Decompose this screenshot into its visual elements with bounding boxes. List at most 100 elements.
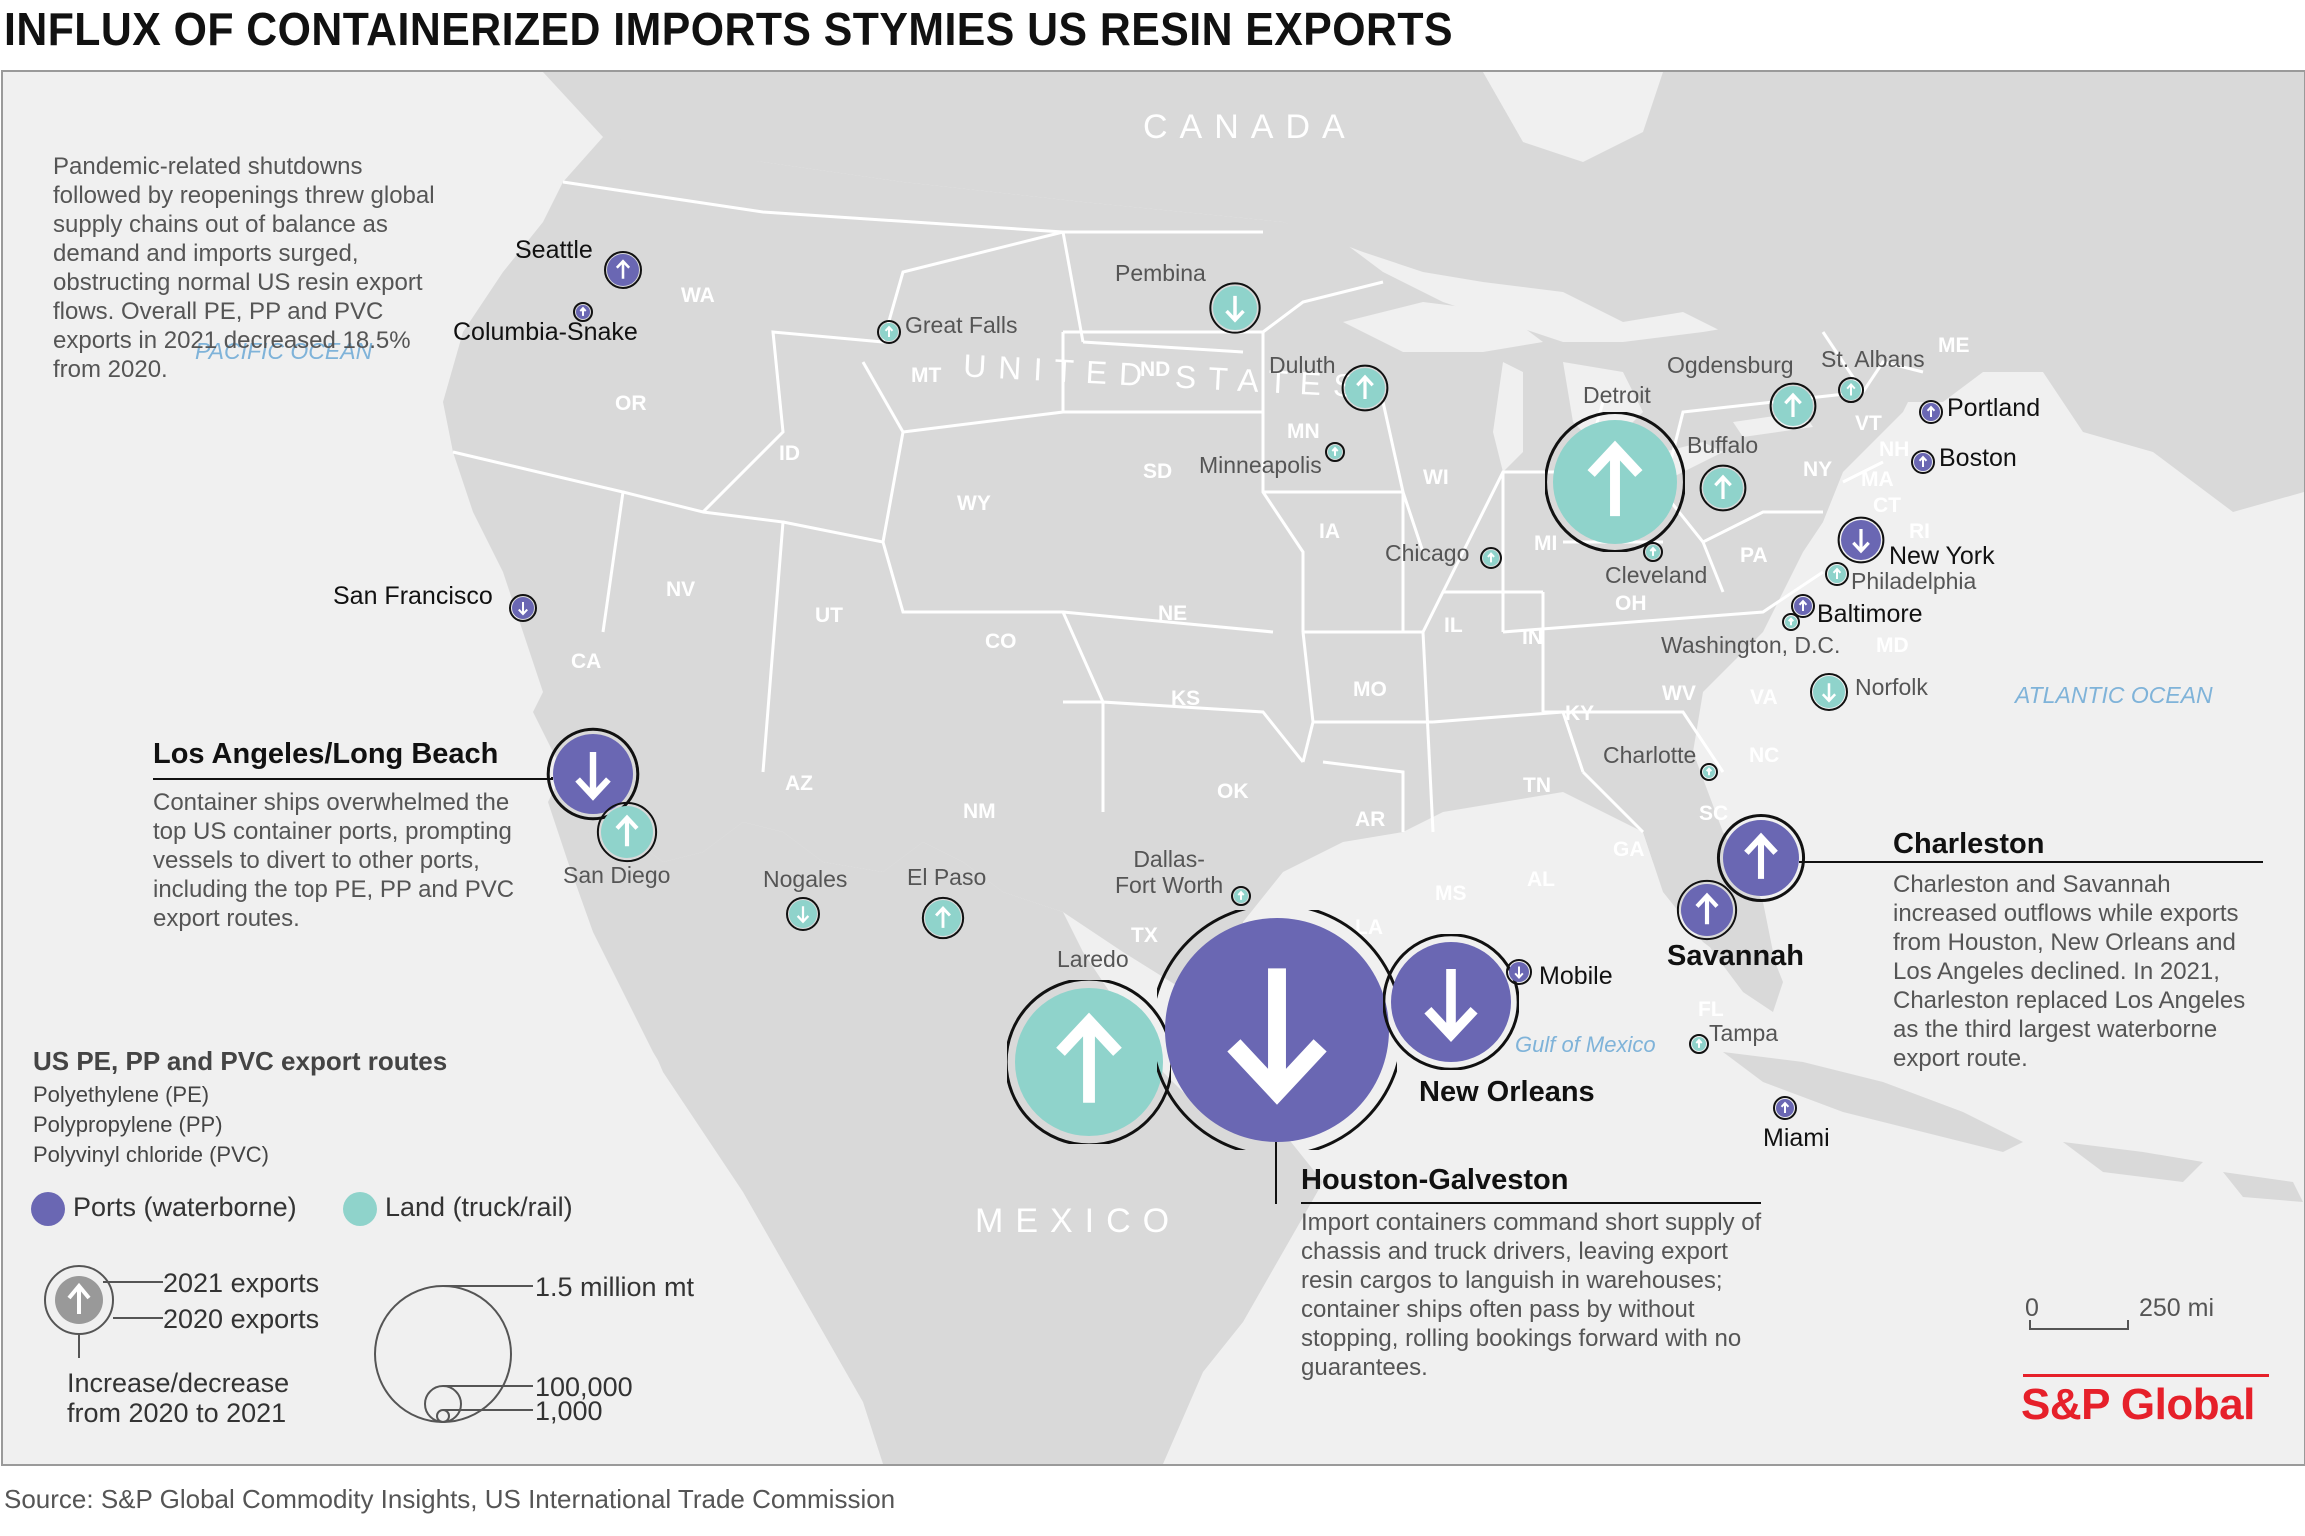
legend-land-swatch <box>343 1192 377 1226</box>
route-label-seattle: Seattle <box>515 236 593 264</box>
arrow-down-icon <box>1821 683 1837 703</box>
state-label-in: IN <box>1522 626 1543 649</box>
arrow-down-icon <box>1514 966 1524 979</box>
arrow-up-icon <box>1926 405 1936 417</box>
state-label-or: OR <box>615 392 647 415</box>
arrow-down-icon <box>518 601 528 616</box>
route-marker-philadelphia <box>1825 562 1849 586</box>
callout-connectors <box>551 777 553 779</box>
route-marker-detroit <box>1545 412 1685 552</box>
chart-title: INFLUX OF CONTAINERIZED IMPORTS STYMIES … <box>4 3 1453 55</box>
route-label-cleveland: Cleveland <box>1605 562 1708 588</box>
state-label-mi: MI <box>1534 532 1558 555</box>
arrow-up-icon <box>1695 892 1719 925</box>
scale-bar <box>2029 1328 2129 1330</box>
state-label-fl: FL <box>1698 998 1724 1021</box>
route-label-portland: Portland <box>1947 394 2041 422</box>
route-label-st-albans: St. Albans <box>1821 346 1925 372</box>
route-marker-san-francisco <box>509 594 537 622</box>
route-marker-boston <box>1911 450 1935 474</box>
route-marker-laredo <box>1007 980 1171 1144</box>
legend-title: US PE, PP and PVC export routes <box>33 1046 448 1076</box>
arrow-up-icon <box>1331 446 1339 456</box>
legend-port-swatch <box>31 1192 65 1226</box>
state-label-me: ME <box>1938 334 1970 357</box>
state-label-nv: NV <box>666 578 696 601</box>
caribbean-islands <box>2063 1142 2203 1182</box>
route-marker-buffalo <box>1699 464 1747 512</box>
arrow-up-icon <box>615 259 631 279</box>
route-marker-chicago <box>1480 547 1502 569</box>
arrow-up-icon <box>935 905 951 928</box>
arrow-up-icon <box>884 325 894 337</box>
route-label-san-diego: San Diego <box>563 862 671 888</box>
arrow-up-icon <box>1714 474 1732 499</box>
state-label-mn: MN <box>1287 420 1320 443</box>
arrow-up-icon <box>615 814 639 847</box>
houston-callout-title: Houston-Galveston <box>1301 1164 1569 1196</box>
arrow-up-icon <box>1780 1101 1790 1113</box>
arrow-up-icon <box>1649 546 1657 556</box>
arrow-up-icon <box>1237 890 1245 900</box>
route-marker-houston-galveston <box>1157 910 1397 1150</box>
arrow-down-icon <box>1225 295 1245 323</box>
legend-size-small: 1,000 <box>535 1396 603 1426</box>
arrow-down-icon <box>575 752 611 801</box>
legend-2021-exports: 2021 exports <box>163 1268 320 1298</box>
arrow-down-icon <box>1424 969 1478 1043</box>
state-label-tn: TN <box>1523 774 1551 797</box>
legend-size-key <box>374 1285 533 1423</box>
route-label-nogales: Nogales <box>763 866 848 892</box>
state-label-ks: KS <box>1171 687 1201 710</box>
arrow-up-icon <box>1695 1038 1703 1048</box>
state-label-ri: RI <box>1909 520 1930 543</box>
arrow-down-icon <box>1852 529 1870 554</box>
state-label-sc: SC <box>1699 802 1729 825</box>
arrow-up-icon <box>1744 832 1778 879</box>
legend-symbol-key <box>44 1265 163 1358</box>
route-label-boston: Boston <box>1939 444 2017 472</box>
route-marker-minneapolis <box>1325 442 1345 462</box>
state-label-ms: MS <box>1435 882 1467 905</box>
arrow-up-icon <box>1787 617 1795 626</box>
route-marker-great-falls <box>877 320 901 344</box>
mexico-label: MEXICO <box>975 1202 1182 1240</box>
state-label-mo: MO <box>1353 678 1387 701</box>
la-callout-title: Los Angeles/Long Beach <box>153 738 499 770</box>
state-label-ny: NY <box>1803 458 1833 481</box>
route-marker-charlotte <box>1700 763 1718 781</box>
state-label-ia: IA <box>1319 520 1340 543</box>
route-label-savannah: Savannah <box>1667 940 1804 972</box>
cuba <box>1723 1052 2023 1152</box>
state-label-oh: OH <box>1615 592 1647 615</box>
arrow-up-icon <box>1832 567 1842 579</box>
route-marker-washington-d-c- <box>1782 613 1800 631</box>
arrow-up-icon <box>1056 1012 1122 1103</box>
state-label-ut: UT <box>815 604 843 627</box>
canada-label: CANADA <box>1143 108 1357 146</box>
route-marker-seattle <box>604 251 642 289</box>
route-label-el-paso: El Paso <box>907 864 987 890</box>
route-label-mobile: Mobile <box>1539 962 1613 990</box>
intro-text: Pandemic-related shutdowns followed by r… <box>53 153 435 383</box>
gulf-of-mexico-label: Gulf of Mexico <box>1515 1032 1656 1057</box>
state-label-tx: TX <box>1131 924 1158 947</box>
route-label-norfolk: Norfolk <box>1855 674 1928 700</box>
state-label-vt: VT <box>1855 412 1882 435</box>
route-marker-st-albans <box>1838 377 1864 403</box>
caribbean-islands-east <box>2223 1172 2303 1202</box>
route-marker-portland <box>1919 400 1943 424</box>
sp-global-logo: S&P Global <box>2021 1380 2255 1429</box>
route-marker-charleston <box>1716 813 1806 903</box>
legend-change-note: Increase/decrease from 2020 to 2021 <box>67 1368 290 1428</box>
state-label-al: AL <box>1527 868 1555 891</box>
route-label-great-falls: Great Falls <box>905 312 1018 338</box>
arrow-up-icon <box>1798 599 1808 611</box>
houston-callout-rule <box>1301 1202 1761 1204</box>
route-label-dallas-fort-worth: Dallas- Fort Worth <box>1115 846 1224 898</box>
mexico-landmass <box>563 772 1323 1464</box>
scale-distance: 250 mi <box>2139 1294 2215 1322</box>
state-label-ga: GA <box>1613 838 1645 861</box>
state-label-ct: CT <box>1873 494 1901 517</box>
state-label-sd: SD <box>1143 460 1173 483</box>
